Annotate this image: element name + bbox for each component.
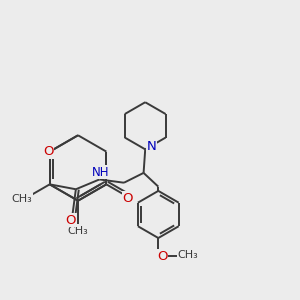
Text: O: O (66, 214, 76, 227)
Text: O: O (43, 145, 53, 158)
Text: CH₃: CH₃ (12, 194, 32, 204)
Text: N: N (147, 140, 157, 153)
Text: O: O (122, 192, 133, 205)
Text: CH₃: CH₃ (177, 250, 198, 260)
Text: CH₃: CH₃ (68, 226, 88, 236)
Text: O: O (157, 250, 167, 263)
Text: NH: NH (92, 166, 110, 179)
